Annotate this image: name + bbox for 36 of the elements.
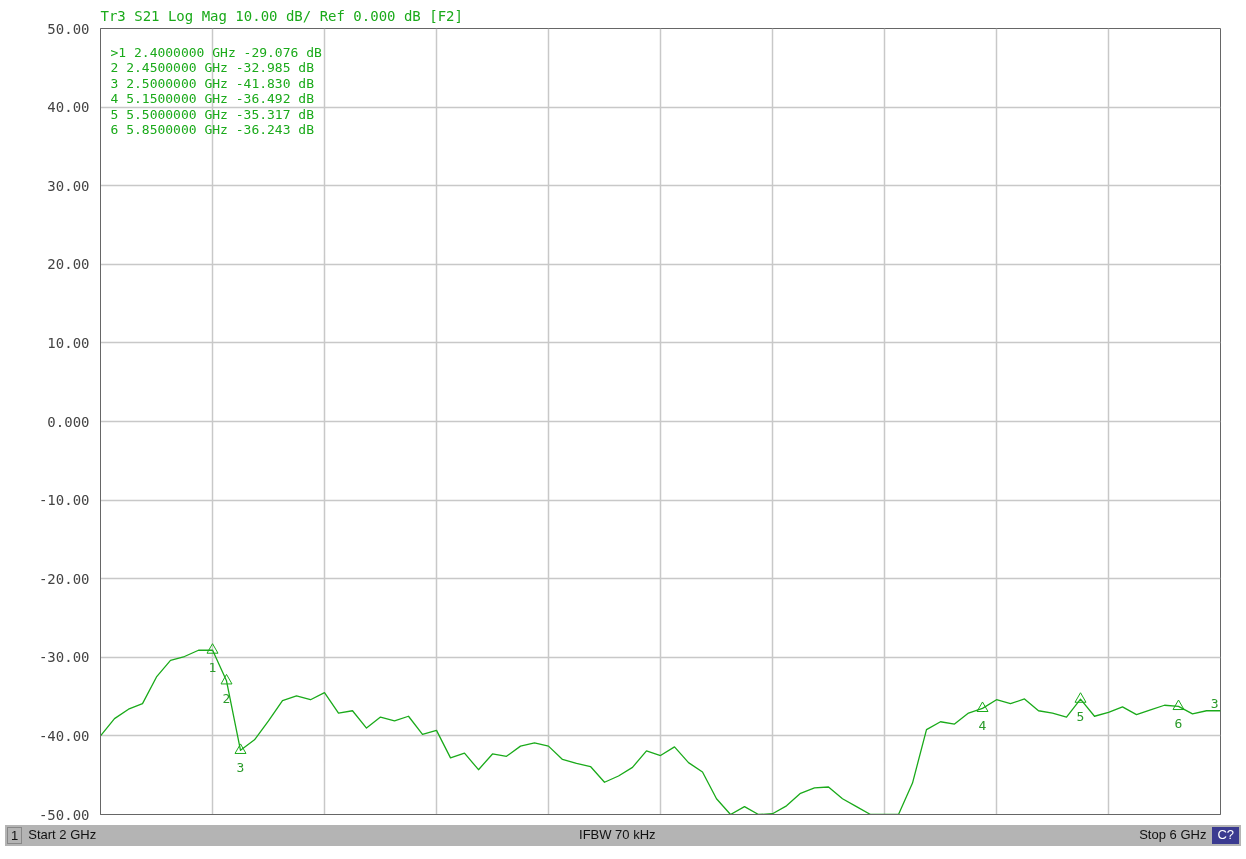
annotation: 2 [222,690,231,706]
y-tick-label: -10.00 [38,492,90,509]
y-tick-label: 20.00 [47,256,90,273]
text: 1 [7,827,23,844]
point [206,643,219,654]
point [1074,692,1087,703]
y-tick-label: -50.00 [38,806,90,823]
point [234,743,247,754]
text: Start 2 GHz [28,827,98,844]
text: IFBW 70 kHz [578,827,657,844]
text: Stop 6 GHz [1138,827,1207,844]
y-tick-label: 0.000 [47,413,90,430]
y-tick-label: 50.00 [47,20,90,37]
y-tick-label: -40.00 [38,727,90,744]
annotation: 6 [1174,716,1183,732]
annotation: >1 2.4000000 GHz -29.076 dB [110,44,322,60]
y-tick-label: 40.00 [47,99,90,116]
annotation: 3 [1210,695,1219,711]
annotation: 6 5.8500000 GHz -36.243 dB [110,122,315,137]
text: C? [1212,827,1240,844]
annotation: 1 [208,660,217,676]
y-tick-label: -20.00 [38,570,90,587]
y-tick-label: -30.00 [38,649,90,666]
annotation: 2 2.4500000 GHz -32.985 dB [110,60,315,75]
annotation: 5 [1076,709,1085,725]
y-tick-label: 30.00 [47,177,90,194]
annotation: 3 [236,760,245,776]
point [1172,699,1185,711]
point [220,673,233,685]
chart-title: Tr3 S21 Log Mag 10.00 dB/ Ref 0.000 dB [F2] [100,7,463,24]
annotation: 4 [978,718,987,734]
annotation: 4 5.1500000 GHz -36.492 dB [110,91,315,106]
annotation: 3 2.5000000 GHz -41.830 dB [110,75,315,91]
y-tick-label: 10.00 [47,334,90,351]
annotation: 5 5.5000000 GHz -35.317 dB [110,106,315,122]
point [976,701,989,712]
